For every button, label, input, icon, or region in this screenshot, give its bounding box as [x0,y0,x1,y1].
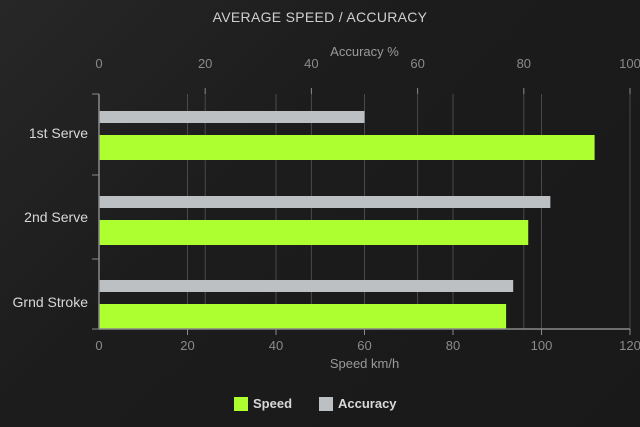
svg-text:80: 80 [446,338,460,353]
svg-text:60: 60 [410,56,424,71]
svg-text:120: 120 [619,338,640,353]
svg-text:0: 0 [95,56,102,71]
svg-text:100: 100 [619,56,640,71]
svg-text:1st Serve: 1st Serve [29,125,88,141]
svg-text:100: 100 [531,338,553,353]
svg-text:Accuracy %: Accuracy % [330,44,399,59]
svg-text:40: 40 [269,338,283,353]
svg-text:Speed km/h: Speed km/h [330,356,399,371]
svg-text:80: 80 [517,56,531,71]
svg-text:Grnd Stroke: Grnd Stroke [13,294,89,310]
svg-text:Speed: Speed [253,396,292,411]
svg-text:20: 20 [180,338,194,353]
svg-text:Accuracy: Accuracy [338,396,397,411]
svg-text:0: 0 [95,338,102,353]
svg-text:40: 40 [304,56,318,71]
svg-text:20: 20 [198,56,212,71]
svg-text:60: 60 [357,338,371,353]
svg-text:2nd Serve: 2nd Serve [24,209,88,225]
